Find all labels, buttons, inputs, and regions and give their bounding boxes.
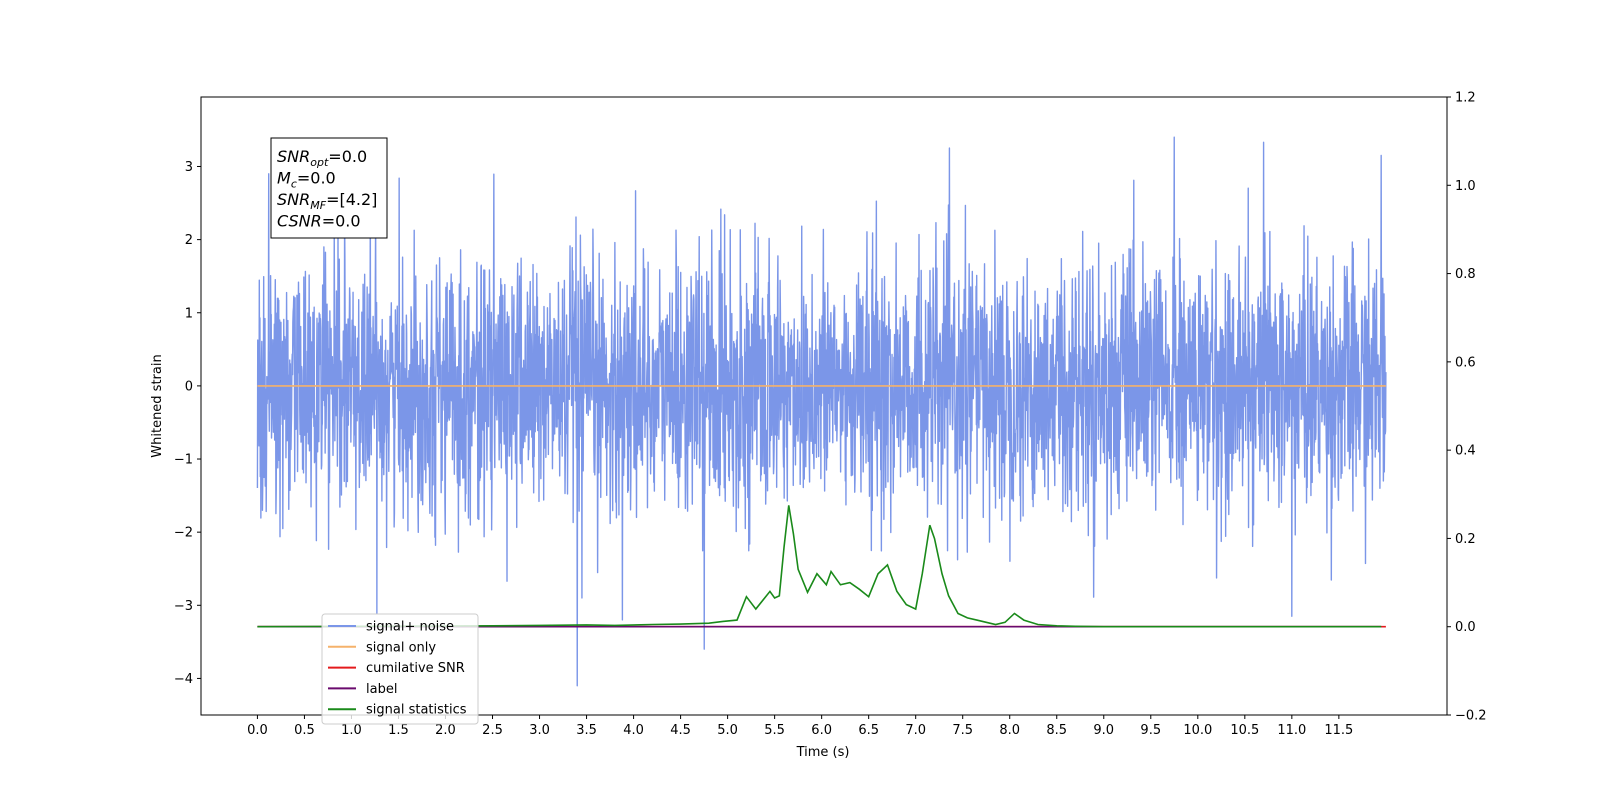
- legend-label-label: label: [366, 682, 397, 697]
- y-tick-label: 0: [185, 379, 193, 394]
- y-axis-left: −4 −3 −2 −1 0 1 2 3: [174, 160, 201, 687]
- x-tick-label: 1.0: [341, 723, 362, 738]
- series-line-signal-statistics: [257, 505, 1382, 628]
- x-tick-label: 2.5: [482, 723, 503, 738]
- y2-tick-label: 1.0: [1455, 179, 1476, 194]
- y-tick-label: −2: [174, 526, 193, 541]
- x-tick-label: 9.5: [1140, 723, 1161, 738]
- x-tick-label: 5.5: [764, 723, 785, 738]
- x-axis-title: Time (s): [796, 745, 850, 760]
- x-tick-label: 1.5: [388, 723, 409, 738]
- legend-label-cumilative-snr: cumilative SNR: [366, 661, 465, 676]
- x-tick-label: 4.5: [670, 723, 691, 738]
- x-tick-label: 7.0: [905, 723, 926, 738]
- x-tick-label: 0.0: [247, 723, 268, 738]
- y-tick-label: 1: [185, 306, 193, 321]
- x-tick-label: 3.5: [576, 723, 597, 738]
- x-tick-label: 4.0: [623, 723, 644, 738]
- legend-frame: [321, 613, 479, 725]
- y-tick-label: −1: [174, 453, 193, 468]
- y2-tick-label: 0.0: [1455, 620, 1476, 635]
- x-tick-label: 11.0: [1277, 723, 1306, 738]
- x-tick-label: 10.5: [1230, 723, 1259, 738]
- x-tick-label: 7.5: [952, 723, 973, 738]
- plot-frame: [200, 96, 1448, 716]
- y-tick-label: 2: [185, 233, 193, 248]
- x-tick-label: 11.5: [1324, 723, 1353, 738]
- x-tick-label: 0.5: [294, 723, 315, 738]
- annotation-frame: [270, 137, 388, 239]
- y2-tick-label: 0.6: [1455, 355, 1476, 370]
- y-axis-right: −0.2 0.0 0.2 0.4 0.6 0.8 1.0 1.2: [1447, 91, 1487, 724]
- y2-tick-label: −0.2: [1455, 709, 1487, 724]
- legend-label-signal-noise: signal+ noise: [366, 620, 454, 635]
- x-tick-label: 9.0: [1093, 723, 1114, 738]
- y-tick-label: 3: [185, 160, 193, 175]
- x-tick-label: 6.5: [858, 723, 879, 738]
- x-tick-label: 10.0: [1183, 723, 1212, 738]
- annotation-line: SNRopt=0.0: [277, 147, 367, 169]
- x-tick-label: 3.0: [529, 723, 550, 738]
- y2-tick-label: 0.2: [1455, 532, 1476, 547]
- series-line-signal-noise: [256, 136, 1387, 687]
- y2-tick-label: 0.8: [1455, 267, 1476, 282]
- annotation-line: CSNR=0.0: [277, 212, 361, 231]
- y-tick-label: −4: [174, 672, 193, 687]
- y-axis-title: Whitened strain: [150, 354, 165, 457]
- legend-label-signal-statistics: signal statistics: [366, 703, 467, 718]
- x-tick-label: 2.0: [435, 723, 456, 738]
- y2-tick-label: 0.4: [1455, 444, 1476, 459]
- x-tick-label: 8.5: [1046, 723, 1067, 738]
- y2-tick-label: 1.2: [1455, 91, 1476, 106]
- legend: signal+ noise signal only cumilative SNR la…: [321, 613, 479, 725]
- x-tick-label: 8.0: [999, 723, 1020, 738]
- annotation-line: Mc=0.0: [277, 169, 336, 191]
- x-tick-label: 6.0: [811, 723, 832, 738]
- x-axis: 0.0 0.5 1.0 1.5 2.0 2.5 3.0 3.5 4.0 4.5 5.0 5.5 6.0 6…: [247, 715, 1353, 738]
- y-tick-label: −3: [174, 599, 193, 614]
- x-tick-label: 5.0: [717, 723, 738, 738]
- annotation-line: SNRMF=[4.2]: [277, 190, 377, 212]
- legend-label-signal-only: signal only: [366, 640, 436, 655]
